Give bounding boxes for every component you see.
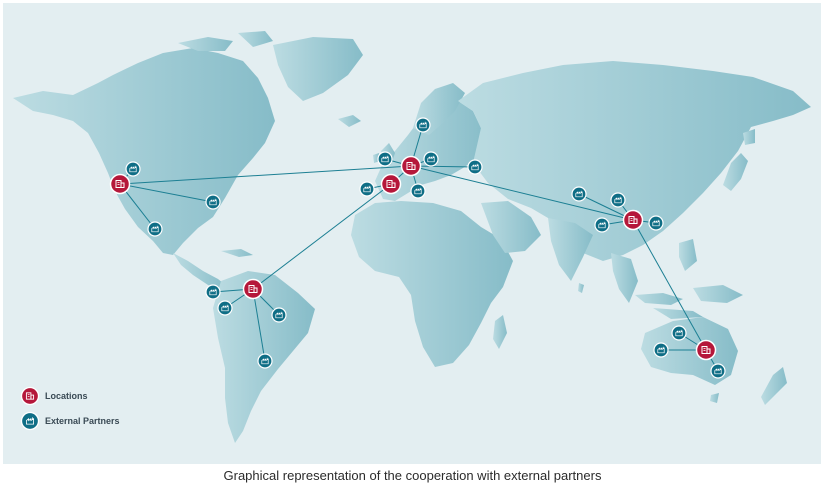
location-markers [109,155,717,361]
factory-icon[interactable] [423,151,439,167]
factory-icon[interactable] [377,151,393,167]
factory-icon[interactable] [571,186,587,202]
factory-icon[interactable] [610,192,626,208]
factory-icon[interactable] [205,194,221,210]
legend-location-icon [20,386,40,406]
figure-caption: Graphical representation of the cooperat… [223,468,602,483]
factory-icon[interactable] [415,117,431,133]
factory-icon[interactable] [217,300,233,316]
building-icon[interactable] [622,209,644,231]
map-canvas: Locations External Partners [3,3,821,464]
factory-icon[interactable] [648,215,664,231]
building-icon[interactable] [242,278,264,300]
factory-icon[interactable] [205,284,221,300]
factory-icon[interactable] [710,363,726,379]
factory-icon[interactable] [147,221,163,237]
factory-icon[interactable] [271,307,287,323]
building-icon[interactable] [380,173,402,195]
map-legend: Locations External Partners [20,386,120,431]
factory-icon[interactable] [653,342,669,358]
factory-icon[interactable] [410,183,426,199]
partner-markers [125,117,726,379]
factory-icon[interactable] [359,181,375,197]
factory-icon[interactable] [594,217,610,233]
legend-locations-label: Locations [45,391,88,401]
factory-icon[interactable] [257,353,273,369]
factory-icon[interactable] [467,159,483,175]
world-map: Locations External Partners [3,3,821,464]
factory-icon[interactable] [671,325,687,341]
legend-partner-icon [20,411,40,431]
building-icon[interactable] [695,339,717,361]
factory-icon[interactable] [125,161,141,177]
building-icon[interactable] [109,173,131,195]
building-icon[interactable] [400,155,422,177]
legend-partners-label: External Partners [45,416,120,426]
